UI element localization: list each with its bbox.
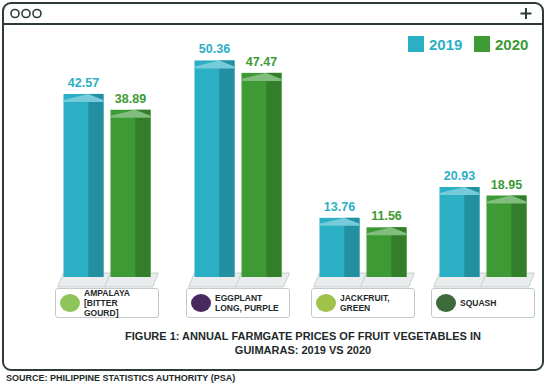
bar-side-face	[266, 73, 281, 277]
category-icon	[60, 294, 80, 312]
bar-top-cap	[440, 187, 480, 195]
plus-icon	[521, 8, 532, 19]
bar-side-face	[464, 187, 479, 277]
bar	[64, 94, 104, 277]
bar	[242, 73, 282, 277]
data-label: 13.76	[324, 200, 355, 214]
bar-side-face	[344, 218, 359, 277]
bar-top-cap	[64, 94, 104, 102]
bar	[320, 218, 360, 277]
bar-top-cap	[367, 227, 407, 235]
legend-label: 2019	[429, 36, 462, 53]
data-label: 11.56	[371, 209, 402, 223]
data-label: 50.36	[199, 42, 230, 56]
category-icon	[436, 294, 456, 312]
category-label: EGGPLANT LONG, PURPLE	[215, 293, 285, 313]
bar-top-cap	[111, 110, 151, 118]
bar	[440, 187, 480, 277]
data-label: 18.95	[491, 178, 522, 192]
category-icon	[316, 294, 336, 312]
bar	[487, 196, 527, 277]
data-label: 42.57	[68, 76, 99, 90]
category-icon	[191, 294, 211, 312]
legend-swatch	[408, 36, 424, 52]
category-label: JACKFRUIT, GREEN	[340, 293, 410, 313]
category-label-box: JACKFRUIT, GREEN	[311, 288, 415, 318]
card-header-line	[3, 23, 543, 25]
category-label-box: EGGPLANT LONG, PURPLE	[186, 288, 290, 318]
window-dot	[22, 10, 30, 18]
bar-side-face	[88, 94, 103, 277]
window-dot	[33, 10, 41, 18]
bar-top-cap	[320, 218, 360, 226]
bar-side-face	[511, 196, 526, 277]
category-label: AMPALAYA [BITTER GOURD]	[84, 288, 154, 318]
chart: 42.57 50.36 13.76 20.93 38.89 47.47 11.56 18.95…	[0, 0, 547, 387]
bar-top-cap	[242, 73, 282, 81]
window-dot	[11, 10, 19, 18]
bar-side-face	[135, 110, 150, 277]
data-label: 38.89	[115, 92, 146, 106]
legend-label: 2020	[495, 36, 528, 53]
bar-side-face	[219, 60, 234, 277]
legend-swatch	[474, 36, 490, 52]
bar-top-cap	[487, 196, 527, 204]
card-frame	[3, 3, 543, 370]
bar	[111, 110, 151, 277]
category-label-box: AMPALAYA [BITTER GOURD]	[55, 288, 159, 318]
bar-top-cap	[195, 60, 235, 68]
source-note: SOURCE: PHILIPPINE STATISTICS AUTHORITY …	[6, 373, 235, 383]
category-label-box: SQUASH	[431, 288, 535, 318]
data-label: 20.93	[444, 169, 475, 183]
data-label: 47.47	[246, 55, 277, 69]
bar	[195, 60, 235, 277]
bar	[367, 227, 407, 277]
category-label: SQUASH	[460, 298, 496, 308]
chart-title: FIGURE 1: ANNUAL FARMGATE PRICES OF FRUI…	[108, 329, 498, 357]
bars	[64, 60, 527, 277]
value-labels: 42.57 50.36 13.76 20.93 38.89 47.47 11.56 18.95	[68, 42, 522, 223]
